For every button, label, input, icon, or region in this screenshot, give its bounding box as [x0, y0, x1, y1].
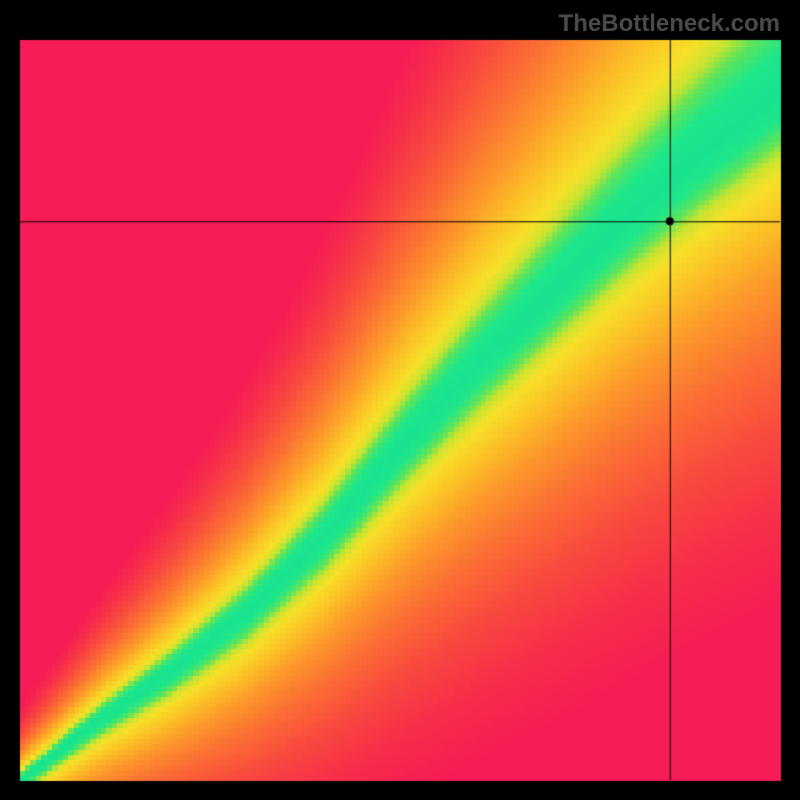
bottleneck-heatmap: [0, 0, 800, 800]
chart-container: TheBottleneck.com: [0, 0, 800, 800]
watermark-label: TheBottleneck.com: [559, 10, 780, 38]
